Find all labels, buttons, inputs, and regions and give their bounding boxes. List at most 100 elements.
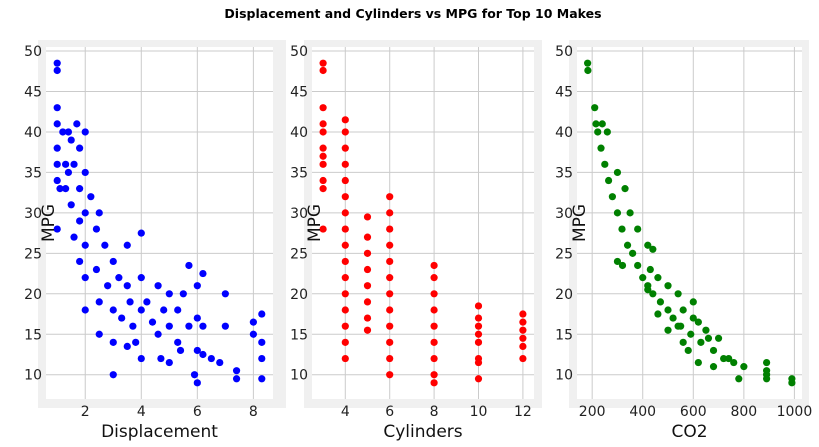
data-point xyxy=(474,322,483,330)
data-point xyxy=(199,269,207,278)
data-point xyxy=(634,225,642,233)
data-point xyxy=(319,66,327,75)
data-point xyxy=(341,116,349,124)
data-point xyxy=(319,128,327,136)
data-point xyxy=(386,209,394,217)
y-tick-label: 10 xyxy=(290,368,308,384)
data-point xyxy=(64,128,73,136)
data-point xyxy=(613,168,622,177)
data-point xyxy=(430,274,438,282)
data-point xyxy=(341,354,349,363)
data-point xyxy=(62,160,70,168)
data-point xyxy=(176,346,185,355)
data-point xyxy=(519,342,527,351)
data-point xyxy=(76,185,84,193)
data-point xyxy=(193,379,201,387)
data-point xyxy=(386,354,394,363)
data-point xyxy=(386,274,394,282)
y-axis-label: MPG xyxy=(39,204,59,242)
data-point xyxy=(626,209,634,217)
data-point xyxy=(193,282,201,290)
data-point xyxy=(258,338,266,346)
data-point xyxy=(656,298,665,306)
data-point xyxy=(669,314,677,322)
data-point xyxy=(613,209,622,217)
data-point xyxy=(95,330,103,338)
data-point xyxy=(341,306,349,314)
data-point xyxy=(53,59,61,67)
data-point xyxy=(154,330,162,338)
data-point xyxy=(725,354,733,363)
data-point xyxy=(341,338,349,346)
data-point xyxy=(386,193,394,201)
data-point xyxy=(232,367,241,375)
data-point xyxy=(519,310,527,318)
data-point xyxy=(740,363,748,371)
data-point xyxy=(621,185,629,193)
data-point xyxy=(179,290,187,298)
data-point xyxy=(363,298,372,306)
data-point xyxy=(137,306,145,314)
data-point xyxy=(474,302,483,310)
data-point xyxy=(430,371,438,379)
data-point xyxy=(319,104,327,112)
data-point xyxy=(258,354,266,363)
data-point xyxy=(474,330,483,338)
data-point xyxy=(341,160,349,168)
plot-area xyxy=(46,47,273,399)
scatter-panel-1: 10 15 20 25 30 35 40 45 50 2 4 6 8 Displacement MPG xyxy=(24,40,286,442)
data-point xyxy=(81,128,89,136)
y-tick-label: 20 xyxy=(555,287,573,303)
data-point xyxy=(363,233,372,241)
data-point xyxy=(76,217,84,225)
data-point xyxy=(126,298,134,306)
data-point xyxy=(81,209,89,217)
data-point xyxy=(603,128,611,136)
x-tick-label: 10 xyxy=(470,404,488,420)
data-point xyxy=(70,160,78,168)
data-point xyxy=(232,375,241,383)
data-point xyxy=(341,176,349,185)
data-point xyxy=(634,261,642,270)
data-point xyxy=(109,338,117,346)
data-point xyxy=(519,334,527,342)
data-point xyxy=(629,249,637,257)
data-point xyxy=(118,314,126,322)
y-tick-label: 30 xyxy=(290,206,308,222)
data-point xyxy=(109,371,117,379)
data-point xyxy=(216,358,224,367)
data-point xyxy=(720,354,728,363)
data-point xyxy=(363,213,372,221)
data-point xyxy=(639,274,647,282)
data-point xyxy=(597,144,605,152)
data-point xyxy=(618,225,626,233)
y-tick-label: 45 xyxy=(555,85,573,101)
data-point xyxy=(129,322,137,330)
data-point xyxy=(730,358,738,367)
data-point xyxy=(319,152,327,160)
data-point xyxy=(694,318,702,326)
y-tick-label: 20 xyxy=(290,287,308,303)
x-tick-label: 200 xyxy=(579,404,606,420)
data-point xyxy=(258,310,266,318)
data-point xyxy=(430,379,438,387)
data-point xyxy=(81,306,89,314)
data-point xyxy=(618,261,627,270)
data-point xyxy=(649,245,657,253)
data-point xyxy=(601,160,609,168)
data-point xyxy=(73,120,81,128)
y-tick-label: 25 xyxy=(290,246,308,262)
data-point xyxy=(64,168,73,177)
data-point xyxy=(341,209,349,217)
data-point xyxy=(644,241,652,249)
data-point xyxy=(584,66,592,75)
data-point xyxy=(137,354,145,363)
y-tick-label: 30 xyxy=(24,206,42,222)
data-point xyxy=(165,322,173,330)
data-point xyxy=(386,338,394,346)
data-point xyxy=(689,314,697,322)
data-point xyxy=(137,274,145,282)
data-point xyxy=(363,282,372,290)
data-point xyxy=(363,249,372,257)
y-axis-label: MPG xyxy=(305,204,325,242)
